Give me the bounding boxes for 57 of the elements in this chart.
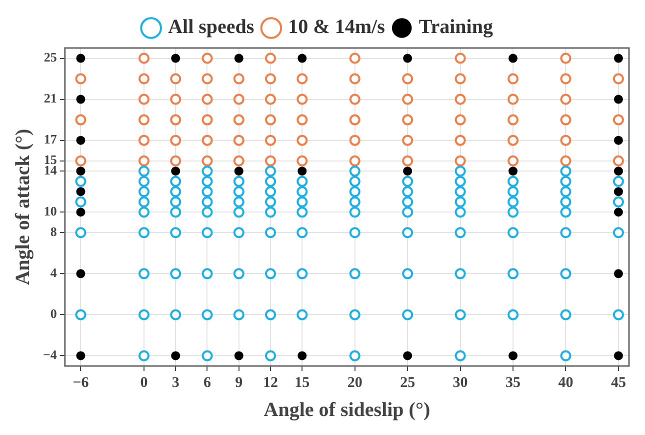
point — [614, 208, 623, 217]
y-axis-title: Angle of attack (°) — [12, 128, 34, 286]
point — [76, 94, 86, 104]
point — [614, 351, 623, 360]
point — [76, 208, 86, 217]
x-tick-label: 0 — [140, 374, 148, 391]
point — [171, 351, 180, 360]
x-tick-label: 25 — [400, 374, 416, 391]
legend-label: 10 & 14m/s — [288, 16, 386, 38]
point — [76, 269, 86, 278]
point — [614, 54, 623, 63]
x-tick-label: 9 — [235, 374, 243, 391]
point — [614, 94, 623, 104]
point — [76, 136, 86, 145]
point — [171, 166, 180, 176]
point — [614, 187, 623, 196]
y-tick-label: 21 — [44, 90, 57, 106]
x-tick-label: 3 — [172, 374, 180, 391]
point — [76, 54, 86, 63]
y-tick-label: 8 — [50, 224, 58, 240]
point — [614, 166, 623, 176]
point — [298, 166, 307, 176]
point — [508, 166, 518, 176]
x-tick-label: 20 — [347, 374, 362, 391]
point — [614, 269, 623, 278]
y-tick-label: 4 — [50, 265, 58, 280]
x-tick-label: 35 — [506, 374, 521, 391]
y-tick-label: 17 — [44, 132, 58, 147]
point — [298, 351, 307, 360]
point — [508, 351, 518, 360]
x-tick-label: 30 — [452, 374, 468, 391]
x-axis-title: Angle of sideslip (°) — [264, 399, 430, 422]
point — [76, 166, 86, 176]
point — [403, 166, 412, 176]
legend-label: Training — [418, 16, 493, 38]
point — [171, 54, 180, 63]
legend-label: All speeds — [168, 16, 254, 38]
x-tick-label: 40 — [558, 374, 574, 391]
x-tick-label: −6 — [72, 374, 90, 391]
y-tick-label: 0 — [50, 306, 57, 322]
point — [298, 54, 307, 63]
x-tick-label: 12 — [263, 374, 278, 391]
point — [234, 166, 244, 176]
x-tick-label: 45 — [610, 374, 626, 391]
point — [403, 54, 412, 63]
y-tick-label: 25 — [44, 50, 58, 65]
x-tick-label: 15 — [294, 374, 310, 391]
x-tick-label: 6 — [204, 374, 212, 391]
y-tick-label: 10 — [44, 203, 57, 218]
point — [403, 351, 412, 360]
point — [234, 351, 244, 360]
point — [614, 136, 623, 145]
point — [508, 54, 518, 63]
point — [76, 351, 86, 360]
y-tick-label: −4 — [42, 347, 58, 362]
point — [76, 187, 86, 196]
point — [234, 54, 244, 63]
